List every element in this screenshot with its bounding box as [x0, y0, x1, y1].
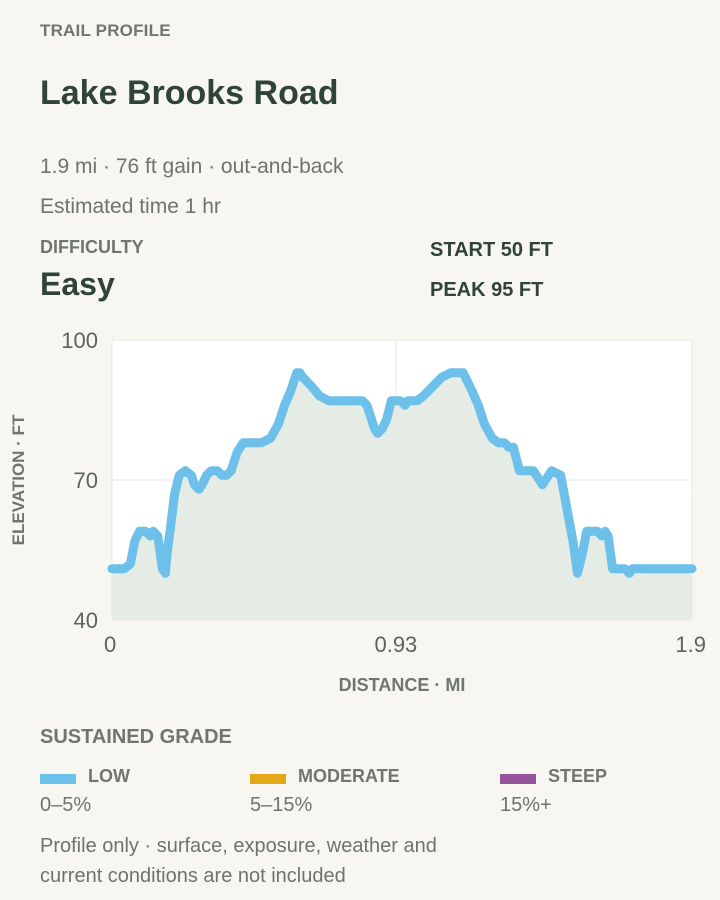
estimated-time: Estimated time 1 hr — [40, 195, 221, 218]
y-tick-label: 100 — [61, 328, 98, 353]
y-axis-ticks: 100 70 40 — [61, 328, 98, 633]
x-tick-label: 0 — [104, 632, 116, 657]
x-tick-label: 1.9 — [675, 632, 706, 657]
legend-label-moderate: MODERATE — [298, 766, 400, 786]
y-tick-label: 40 — [74, 608, 98, 633]
legend-swatch-low — [40, 774, 76, 784]
start-elevation: START 50 FT — [430, 239, 553, 261]
x-tick-label: 0.93 — [374, 632, 417, 657]
x-axis-ticks: 0 0.93 1.9 — [104, 632, 706, 657]
section-kicker: TRAIL PROFILE — [40, 21, 171, 40]
legend-label-steep: STEEP — [548, 766, 608, 786]
difficulty-value: Easy — [40, 266, 115, 302]
x-axis-label: DISTANCE · MI — [339, 675, 466, 695]
elevation-line — [107, 368, 697, 578]
legend-item-moderate: MODERATE 5–15% — [250, 766, 470, 826]
elevation-area — [112, 372, 692, 620]
legend-range-steep: 15%+ — [500, 794, 552, 816]
legend-item-low: LOW 0–5% — [40, 766, 240, 826]
y-tick-label: 70 — [74, 468, 98, 493]
trail-meta: 1.9 mi · 76 ft gain · out-and-back — [40, 155, 344, 178]
peak-elevation: PEAK 95 FT — [430, 279, 544, 301]
legend-swatch-steep — [500, 774, 536, 784]
grade-legend-title: SUSTAINED GRADE — [40, 726, 232, 748]
y-axis-label: ELEVATION · FT — [9, 414, 28, 545]
legend-range-moderate: 5–15% — [250, 794, 313, 816]
legend-item-steep: STEEP 15%+ — [500, 766, 700, 826]
footnote: Profile only · surface, exposure, weathe… — [40, 835, 437, 887]
difficulty-label: DIFFICULTY — [40, 237, 144, 257]
page-title: Lake Brooks Road — [40, 74, 339, 112]
elevation-chart: 100 70 40 0 0.93 1.9 DISTANCE · MI ELEVATION… — [9, 328, 706, 695]
legend-range-low: 0–5% — [40, 794, 92, 816]
legend-swatch-moderate — [250, 774, 286, 784]
legend-label-low: LOW — [88, 766, 130, 786]
